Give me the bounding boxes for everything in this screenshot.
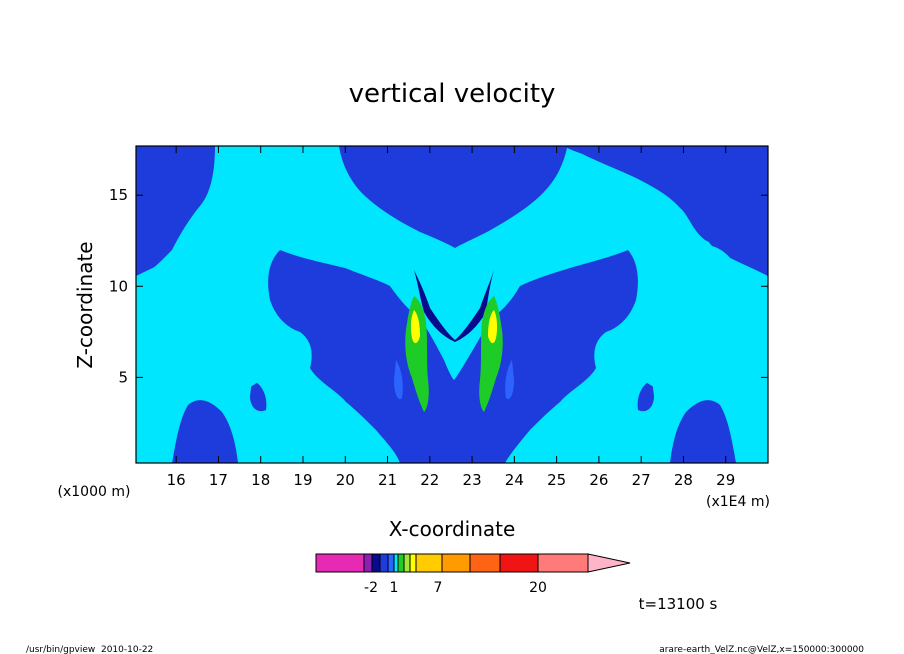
x-axis-unit: (x1E4 m) <box>706 494 770 510</box>
colorbar-segment-yellow <box>409 553 417 573</box>
x-tick-label: 19 <box>293 471 312 489</box>
footer-right: arare-earth_VelZ.nc@VelZ,x=150000:300000 <box>659 645 864 654</box>
x-axis-label: X-coordinate <box>389 517 516 541</box>
colorbar-extend-arrow <box>587 553 631 573</box>
colorbar-segment-purple <box>363 553 373 573</box>
y-tick-label: 10 <box>109 277 128 295</box>
footer-left: /usr/bin/gpview 2010-10-22 <box>26 645 153 654</box>
colorbar-segment-gold <box>415 553 443 573</box>
colorbar-segment-navy <box>371 553 381 573</box>
colorbar-segment-red <box>499 553 539 573</box>
colorbar-segment-dark-orange <box>469 553 501 573</box>
time-annotation: t=13100 s <box>639 595 718 613</box>
colorbar <box>315 553 631 573</box>
x-tick-label: 25 <box>547 471 566 489</box>
y-axis-label: Z-coordinate <box>73 241 97 368</box>
x-tick-label: 18 <box>251 471 270 489</box>
y-axis-unit: (x1000 m) <box>58 484 131 500</box>
colorbar-label-7: 7 <box>434 580 443 596</box>
contour-region-blue-center <box>268 250 638 463</box>
contour-region-blue-right-band <box>567 146 768 276</box>
x-tick-label: 23 <box>463 471 482 489</box>
y-tick-label: 5 <box>118 368 128 386</box>
contour-region-blue-upper <box>136 146 768 276</box>
chart-title: vertical velocity <box>349 79 556 109</box>
x-tick-label: 17 <box>209 471 228 489</box>
x-axis: 16 17 18 19 20 21 22 23 24 25 26 27 28 29 <box>167 146 735 489</box>
x-tick-label: 22 <box>420 471 439 489</box>
x-tick-label: 26 <box>589 471 608 489</box>
contour-region-blue-bottom-left <box>172 400 238 463</box>
plot-frame <box>135 145 769 464</box>
x-tick-label: 29 <box>716 471 735 489</box>
contour-region-yellow-right <box>488 310 498 344</box>
contour-region-blue-right-lobe <box>637 380 654 412</box>
x-tick-label: 16 <box>167 471 186 489</box>
contour-region-blue-core-left <box>394 360 403 400</box>
colorbar-segment-magenta <box>315 553 365 573</box>
colorbar-segment-salmon <box>537 553 589 573</box>
x-tick-label: 28 <box>674 471 693 489</box>
plot-area <box>135 145 769 464</box>
colorbar-label-20: 20 <box>529 580 547 596</box>
contour-region-cyan-left-pocket <box>136 252 276 395</box>
colorbar-label-minus2: -2 <box>364 580 378 596</box>
colorbar-segment-orange <box>441 553 471 573</box>
y-axis: 5 10 15 <box>109 186 768 386</box>
colorbar-segment-green <box>397 553 405 573</box>
colorbar-segment-light-green <box>403 553 411 573</box>
contour-region-yellow-left <box>410 310 420 344</box>
contour-region-cyan-right-pocket <box>628 252 768 395</box>
x-tick-label: 27 <box>632 471 651 489</box>
x-tick-label: 21 <box>378 471 397 489</box>
colorbar-segment-cyan <box>393 553 399 573</box>
contour-region-blue-bottom-right <box>670 400 736 463</box>
y-tick-label: 15 <box>109 186 128 204</box>
colorbar-segment-blue <box>379 553 389 573</box>
x-tick-label: 20 <box>336 471 355 489</box>
contour-region-blue-core-right <box>505 360 514 400</box>
contour-region-navy-core <box>414 270 494 342</box>
colorbar-segment-mid-blue <box>387 553 395 573</box>
x-tick-label: 24 <box>505 471 524 489</box>
contour-region-blue-left-lobe <box>250 380 267 412</box>
colorbar-label-1: 1 <box>390 580 399 596</box>
